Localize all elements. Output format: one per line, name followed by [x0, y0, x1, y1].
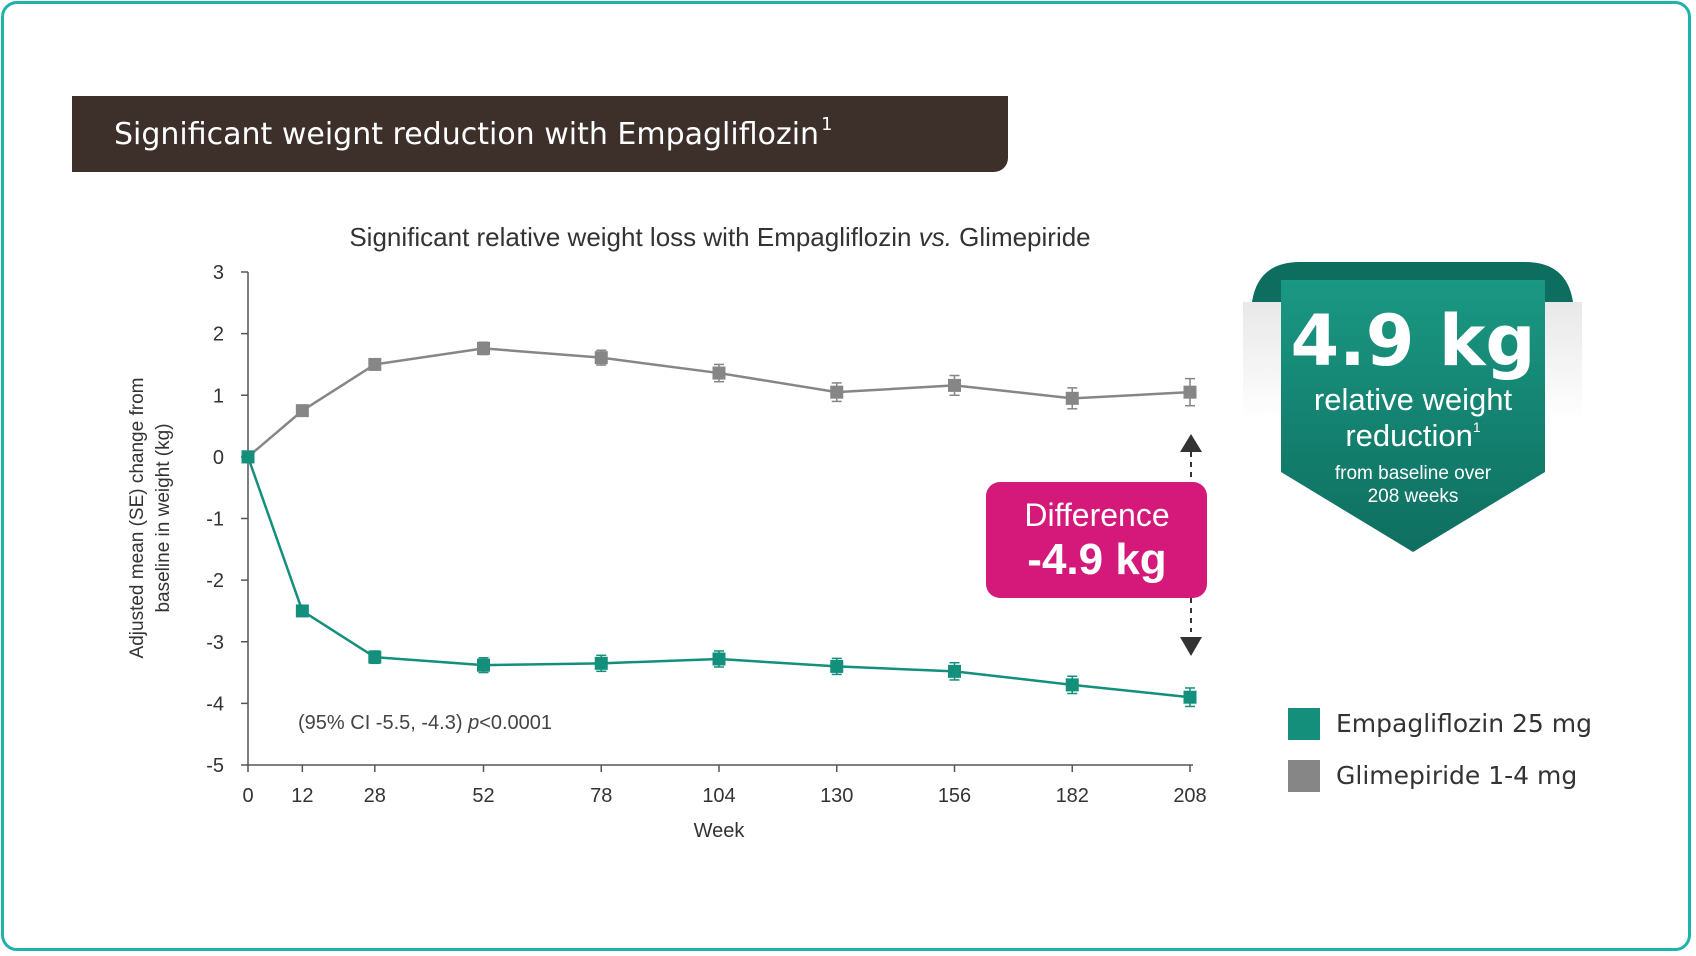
series-glimepiride — [241, 341, 1197, 464]
y-axis-label: Adjusted mean (SE) change from baseline i… — [127, 378, 174, 659]
data-point-empagliflozin — [295, 604, 309, 618]
legend-swatch-glimepiride — [1288, 760, 1320, 792]
y-axis-label-line1: Adjusted mean (SE) change from — [127, 378, 148, 659]
data-point-glimepiride — [594, 351, 608, 365]
y-tick-label: -5 — [206, 755, 224, 777]
ribbon-line2-text: reduction — [1345, 418, 1473, 453]
data-point-glimepiride — [712, 366, 726, 380]
legend-label-empagliflozin: Empagliflozin 25 mg — [1336, 709, 1592, 738]
y-tick-label: -2 — [206, 570, 224, 592]
data-point-glimepiride — [948, 378, 961, 392]
data-point-glimepiride — [368, 357, 382, 371]
y-tick-label: -4 — [206, 693, 224, 715]
ribbon-line2: reduction1 — [1345, 418, 1481, 453]
x-tick-label: 104 — [702, 785, 735, 807]
banner-footnote-ref: 1 — [821, 114, 833, 135]
y-ticks: 3 2 1 0 -1 -2 -3 -4 -5 — [206, 262, 248, 777]
x-tick-label: 28 — [364, 785, 386, 807]
data-point-empagliflozin — [477, 658, 490, 672]
ci-annotation: (95% CI -5.5, -4.3) p<0.0001 — [298, 712, 552, 734]
data-point-empagliflozin — [830, 659, 844, 673]
p-value: <0.0001 — [479, 712, 552, 734]
x-tick-label: 130 — [820, 785, 853, 807]
ribbon-line3: from baseline over — [1335, 463, 1492, 484]
y-tick-label: -1 — [206, 509, 224, 531]
difference-badge — [986, 482, 1207, 598]
data-point-glimepiride — [830, 385, 844, 399]
data-point-empagliflozin — [948, 664, 961, 678]
data-point-glimepiride — [1065, 391, 1079, 405]
ribbon-line1: relative weight — [1314, 382, 1513, 417]
x-tick-label: 182 — [1056, 785, 1089, 807]
legend-swatch-empagliflozin — [1288, 708, 1320, 740]
ribbon-big-value: 4.9 kg — [1290, 300, 1535, 382]
y-axis-label-line2: baseline in weight (kg) — [153, 423, 174, 612]
chart-title-prefix: Significant relative weight loss with Em… — [349, 222, 918, 252]
banner-title: Significant weignt reduction with Empagl… — [114, 114, 833, 152]
series-line-empagliflozin — [246, 456, 1191, 699]
series-empagliflozin — [241, 450, 1197, 708]
y-tick-label: 2 — [213, 324, 224, 346]
data-point-empagliflozin — [594, 656, 608, 670]
x-tick-label: 78 — [590, 785, 612, 807]
y-tick-label: 1 — [213, 385, 224, 407]
data-point-empagliflozin — [1183, 690, 1197, 704]
legend-label-glimepiride: Glimepiride 1-4 mg — [1336, 761, 1578, 790]
arrow-down-icon — [1180, 637, 1202, 656]
y-tick-label: 0 — [213, 447, 224, 469]
data-point-empagliflozin — [1065, 678, 1079, 692]
x-tick-label: 0 — [242, 785, 253, 807]
x-tick-label: 52 — [472, 785, 494, 807]
data-point-glimepiride — [295, 404, 309, 418]
y-tick-label: 3 — [213, 262, 224, 284]
title-banner: Significant weignt reduction with Empagl… — [72, 96, 1008, 172]
p-label: p — [467, 712, 479, 734]
difference-label: Difference — [1024, 497, 1169, 533]
x-tick-label: 156 — [938, 785, 971, 807]
data-point-empagliflozin — [241, 450, 255, 464]
x-tick-label: 208 — [1173, 785, 1206, 807]
data-point-empagliflozin — [368, 650, 382, 664]
series-layer — [241, 341, 1197, 708]
x-ticks: 0 12 28 52 78 104 130 156 182 208 — [242, 765, 1207, 807]
arrow-up-icon — [1180, 434, 1202, 452]
chart-title: Significant relative weight loss with Em… — [349, 222, 1090, 252]
ribbon-wing-right — [1542, 302, 1582, 420]
ci-text: (95% CI -5.5, -4.3) — [298, 712, 468, 734]
banner-title-text: Significant weignt reduction with Empagl… — [114, 117, 820, 152]
data-point-glimepiride — [1183, 385, 1197, 399]
ribbon-badge — [1243, 262, 1582, 552]
chart-title-suffix: Glimepiride — [952, 222, 1091, 252]
ribbon-line4: 208 weeks — [1368, 486, 1459, 507]
chart-title-vs: vs. — [919, 222, 952, 252]
data-point-empagliflozin — [712, 652, 726, 666]
ribbon-footnote-ref: 1 — [1473, 419, 1481, 435]
y-tick-label: -3 — [206, 632, 224, 654]
ribbon-wing-left — [1243, 302, 1283, 420]
data-point-glimepiride — [477, 341, 490, 355]
difference-value: -4.9 kg — [1027, 535, 1166, 584]
ribbon-body — [1281, 280, 1545, 552]
x-axis-label: Week — [694, 820, 746, 842]
x-tick-label: 12 — [291, 785, 313, 807]
series-line-glimepiride — [247, 347, 1191, 458]
